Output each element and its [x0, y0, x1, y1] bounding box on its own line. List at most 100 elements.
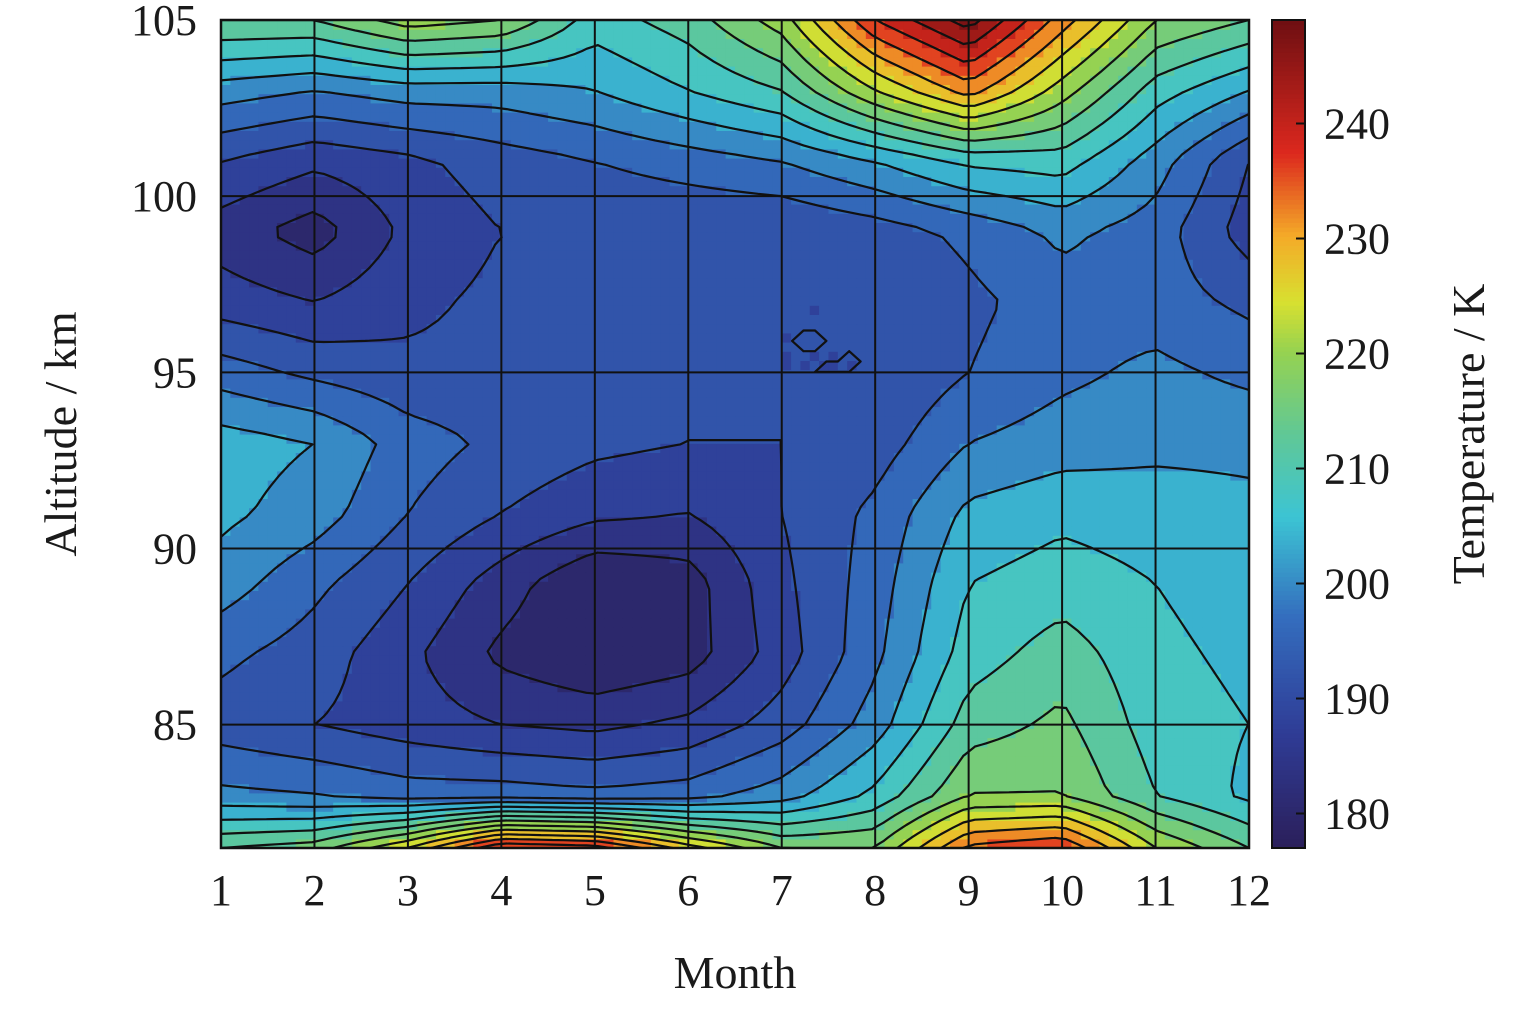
contour-cell — [1043, 700, 1054, 711]
contour-cell — [875, 489, 886, 499]
contour-cell — [688, 562, 699, 573]
contour-cell — [725, 636, 736, 647]
contour-cell — [678, 645, 689, 656]
contour-cell — [538, 756, 549, 766]
contour-cell — [1202, 572, 1213, 582]
contour-cell — [445, 765, 456, 775]
contour-cell — [323, 470, 334, 481]
contour-cell — [921, 618, 932, 628]
contour-cell — [912, 728, 923, 739]
contour-cell — [510, 599, 521, 610]
contour-cell — [379, 654, 390, 665]
contour-cell — [585, 700, 596, 711]
contour-cell — [566, 838, 577, 848]
contour-cell — [1146, 664, 1157, 674]
contour-cell — [501, 618, 512, 628]
contour-cell — [529, 452, 540, 463]
contour-cell — [641, 507, 652, 518]
contour-cell — [669, 608, 680, 619]
contour-cell — [389, 590, 400, 601]
contour-cell — [660, 562, 671, 573]
contour-cell — [809, 756, 820, 766]
contour-cell — [295, 673, 306, 683]
contour-cell — [267, 710, 278, 720]
contour-cell — [1118, 728, 1129, 739]
contour-cell — [333, 783, 344, 794]
contour-cell — [557, 756, 568, 766]
contour-cell — [1239, 608, 1249, 619]
contour-cell — [1080, 783, 1091, 794]
contour-cell — [389, 765, 400, 775]
contour-cell — [716, 737, 727, 748]
contour-cell — [1090, 434, 1101, 444]
contour-cell — [1024, 590, 1035, 601]
contour-cell — [847, 516, 858, 527]
contour-cell — [585, 710, 596, 720]
contour-cell — [473, 728, 484, 739]
contour-cell — [959, 507, 970, 518]
contour-cell — [473, 673, 484, 683]
contour-cell — [361, 783, 372, 794]
contour-cell — [1230, 618, 1241, 628]
contour-cell — [856, 443, 867, 453]
contour-cell — [1099, 838, 1110, 848]
contour-cell — [305, 535, 316, 545]
contour-cell — [735, 618, 745, 628]
contour-cell — [1183, 645, 1194, 656]
contour-cell — [613, 434, 624, 444]
contour-cell — [445, 700, 456, 711]
contour-cell — [548, 838, 559, 848]
contour-cell — [463, 673, 474, 683]
contour-cell — [791, 636, 802, 647]
contour-cell — [594, 838, 605, 848]
contour-cell — [445, 802, 456, 812]
contour-cell — [1090, 452, 1101, 463]
contour-cell — [977, 470, 988, 481]
contour-cell — [1108, 746, 1119, 757]
contour-cell — [1108, 774, 1119, 785]
contour-cell — [492, 562, 502, 573]
contour-cell — [221, 737, 231, 748]
contour-cell — [959, 581, 970, 591]
contour-cell — [650, 682, 661, 693]
contour-cell — [987, 664, 998, 674]
contour-cell — [1034, 489, 1044, 499]
contour-cell — [996, 572, 1007, 582]
contour-cell — [1164, 756, 1175, 766]
contour-cell — [333, 526, 344, 536]
contour-cell — [865, 562, 876, 573]
contour-cell — [1174, 470, 1185, 481]
contour-cell — [277, 498, 288, 509]
contour-cell — [370, 765, 381, 775]
contour-cell — [538, 599, 549, 610]
contour-cell — [856, 599, 867, 610]
contour-cell — [669, 581, 680, 591]
contour-cell — [473, 820, 484, 831]
contour-cell — [735, 811, 745, 821]
contour-cell — [949, 553, 960, 564]
contour-cell — [398, 838, 409, 848]
contour-cell — [809, 599, 820, 610]
contour-cell — [389, 636, 400, 647]
contour-cell — [1146, 618, 1157, 628]
contour-cell — [753, 526, 764, 536]
contour-cell — [1183, 599, 1194, 610]
contour-cell — [809, 572, 820, 582]
contour-cell — [585, 654, 596, 665]
contour-cell — [1211, 774, 1222, 785]
contour-cell — [828, 654, 839, 665]
contour-cell — [445, 434, 456, 444]
contour-cell — [538, 452, 549, 463]
contour-cell — [669, 838, 680, 848]
contour-cell — [632, 737, 643, 748]
contour-cell — [230, 470, 241, 481]
contour-cell — [1183, 498, 1194, 509]
contour-cell — [959, 562, 970, 573]
contour-cell — [221, 802, 231, 812]
contour-cell — [753, 829, 764, 840]
contour-cell — [1183, 470, 1194, 481]
contour-cell — [1146, 526, 1157, 536]
contour-cell — [305, 618, 316, 628]
contour-cell — [1164, 783, 1175, 794]
contour-cell — [819, 461, 830, 472]
